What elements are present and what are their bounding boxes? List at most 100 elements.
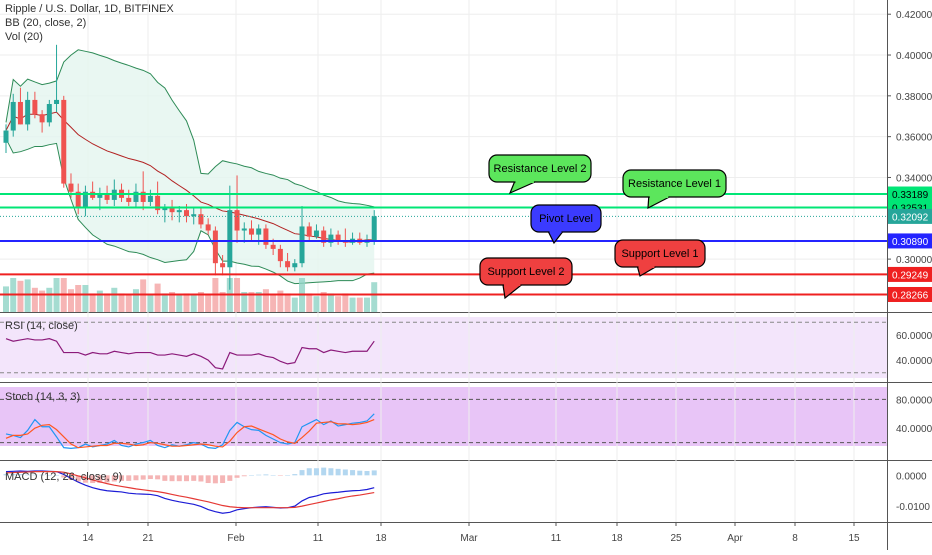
callout-label: Support Level 1 xyxy=(621,248,698,260)
volume-bar xyxy=(356,297,363,312)
macd-hist-bar xyxy=(68,475,74,480)
candle-body xyxy=(328,234,334,243)
macd-hist-bar xyxy=(75,475,81,482)
candle-body xyxy=(46,104,52,123)
macd-hist-bar xyxy=(155,475,161,480)
volume-bar xyxy=(31,287,38,312)
macd-hist-bar xyxy=(133,475,139,481)
volume-bar xyxy=(219,292,226,312)
macd-hist-bar xyxy=(97,475,103,484)
macd-hist-bar xyxy=(321,467,327,476)
volume-bar xyxy=(241,292,248,312)
macd-hist-bar xyxy=(32,474,38,476)
candle-body xyxy=(104,193,110,200)
stoch-d-line xyxy=(5,419,375,449)
volume-bar xyxy=(67,289,74,312)
x-tick: 11 xyxy=(551,533,562,544)
candle-body xyxy=(299,226,305,264)
candle-body xyxy=(285,261,291,268)
macd-hist-bar xyxy=(140,475,146,480)
callout-box xyxy=(530,204,602,233)
price-label-0: 0.33189 xyxy=(888,186,932,202)
macd-hist-bar xyxy=(184,475,189,482)
macd-hist-bar xyxy=(119,475,125,481)
candle-body xyxy=(82,191,88,209)
callout-3: Support Level 1 xyxy=(614,239,706,277)
macd-hist-bar xyxy=(198,475,204,482)
macd-hist-bar xyxy=(54,475,60,476)
candle-body xyxy=(10,101,16,131)
volume-bar xyxy=(89,293,96,312)
candle-body xyxy=(17,101,23,125)
macd-hist-bar xyxy=(241,475,247,477)
candle-body xyxy=(54,99,60,104)
volume-bar xyxy=(147,294,154,312)
callout-label: Support Level 2 xyxy=(487,266,564,278)
macd-hist-bar xyxy=(147,475,153,480)
macd-hist-bar xyxy=(270,475,276,476)
bb-legend: BB (20, close, 2) xyxy=(5,17,87,29)
macd-hist-bar xyxy=(162,475,168,481)
candle-body xyxy=(313,230,319,237)
volume-bar xyxy=(364,297,370,312)
callout-box xyxy=(614,239,706,268)
callout-pointer xyxy=(647,196,670,210)
macd-hist-bar xyxy=(220,475,226,484)
candle-body xyxy=(155,195,161,211)
volume-bar xyxy=(176,294,183,312)
callout-box xyxy=(479,257,573,286)
macd-hist-bar xyxy=(335,468,341,476)
volume-bar xyxy=(75,285,82,312)
volume-bar xyxy=(82,285,89,312)
volume-bar xyxy=(3,286,9,312)
callout-4: Support Level 2 xyxy=(479,257,573,300)
candle-body xyxy=(371,216,377,241)
rsi-tick: 60.0000 xyxy=(896,331,932,342)
volume-bar xyxy=(327,293,334,312)
candle-body xyxy=(191,214,197,217)
x-tick: 18 xyxy=(611,533,623,544)
macd-hist-bar xyxy=(3,474,9,476)
x-tick: 25 xyxy=(670,533,682,544)
candle-body xyxy=(270,244,276,249)
callout-pointer xyxy=(508,181,536,195)
candle-body xyxy=(61,99,67,184)
candle-body xyxy=(39,114,45,123)
macd-hist-bar xyxy=(256,474,262,476)
stoch-band xyxy=(0,387,887,446)
callout-label: Pivot Level xyxy=(539,213,593,225)
volume-bar xyxy=(255,292,262,312)
volume-bar xyxy=(140,279,147,312)
macd-hist-bar xyxy=(364,471,370,476)
macd-hist-bar xyxy=(169,475,175,482)
candle-body xyxy=(32,99,38,115)
volume-bar xyxy=(17,280,24,312)
macd-hist-bar xyxy=(82,475,88,483)
volume-bar xyxy=(270,294,277,312)
volume-bar xyxy=(371,282,378,312)
price-label-text: 0.32092 xyxy=(892,212,929,223)
price-tick: 0.38000 xyxy=(896,92,932,103)
macd-hist-bar xyxy=(10,474,16,476)
price-label-text: 0.28266 xyxy=(892,290,929,301)
macd-hist-bar xyxy=(111,475,117,482)
macd-hist-bar xyxy=(104,475,110,483)
stoch-k-line xyxy=(5,413,375,449)
volume-bar xyxy=(342,293,349,312)
candle-body xyxy=(277,248,283,262)
macd-hist-bar xyxy=(306,468,312,476)
bb-lower xyxy=(5,138,375,285)
callout-label: Resistance Level 1 xyxy=(628,178,721,190)
price-tick: 0.40000 xyxy=(896,51,932,62)
volume-bar xyxy=(46,287,53,312)
macd-hist-bar xyxy=(350,470,356,476)
macd-hist-bar xyxy=(205,475,211,484)
volume-bar xyxy=(262,289,269,312)
macd-hist-bar xyxy=(126,475,132,481)
volume-bar xyxy=(132,289,139,312)
candle-body xyxy=(68,183,74,192)
vol-legend: Vol (20) xyxy=(5,31,43,43)
price-label-3: 0.30890 xyxy=(888,233,932,249)
x-tick: Feb xyxy=(227,533,245,544)
